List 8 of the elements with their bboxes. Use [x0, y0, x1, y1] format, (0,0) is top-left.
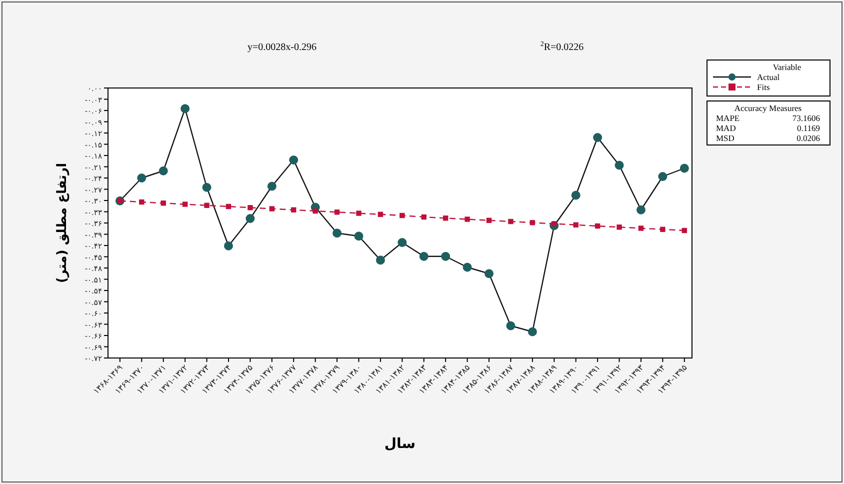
text: y=0.0028x-0.296	[248, 42, 316, 53]
legend-label: Fits	[757, 82, 770, 92]
accuracy-box: Accuracy Measures MAPE 73.1606 MAD 0.1169 MSD 0.0206	[706, 100, 830, 146]
legend-label: Actual	[757, 72, 780, 82]
text: $^{2}$R=0.0226	[540, 40, 584, 53]
legend-title: Variable	[772, 62, 802, 72]
y-axis-title: ارتفاع مطلق (متر)	[55, 162, 70, 284]
x-axis-title: سال	[384, 436, 416, 452]
